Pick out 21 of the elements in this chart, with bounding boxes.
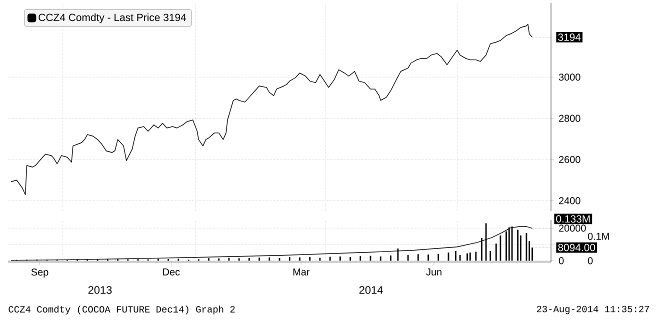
y-tick-label: 2400 xyxy=(559,197,580,204)
y2-tick-label: 0.1M xyxy=(588,232,609,240)
text: 2014 xyxy=(359,286,383,294)
data-label: 0.133M xyxy=(556,215,590,223)
text: CCZ4 Comdty (COCOA FUTURE Dec14) Graph 2 xyxy=(8,306,235,314)
y-tick-label: 2600 xyxy=(559,156,580,164)
legend-label: CCZ4 Comdty - Last Price 3194 xyxy=(38,13,186,24)
line-series xyxy=(10,24,533,196)
annotation: 3194 xyxy=(558,33,581,41)
y-tick-label: 3000 xyxy=(558,74,580,81)
x-tick-label: Sep xyxy=(31,268,48,278)
x-tick-label: Jun xyxy=(426,268,442,276)
text: 23-Aug-2014 11:35:27 xyxy=(536,306,650,314)
y-tick-label: 2800 xyxy=(559,114,580,122)
y2-tick-label: 0 xyxy=(588,257,593,264)
text: 2013 xyxy=(88,286,112,294)
y-tick-label: 0 xyxy=(558,257,564,264)
annotation: 8094.00 xyxy=(558,244,596,252)
y-tick-label: 20000 xyxy=(559,224,586,232)
x-tick-label: Mar xyxy=(293,268,310,276)
x-tick-label: Dec xyxy=(163,268,180,276)
